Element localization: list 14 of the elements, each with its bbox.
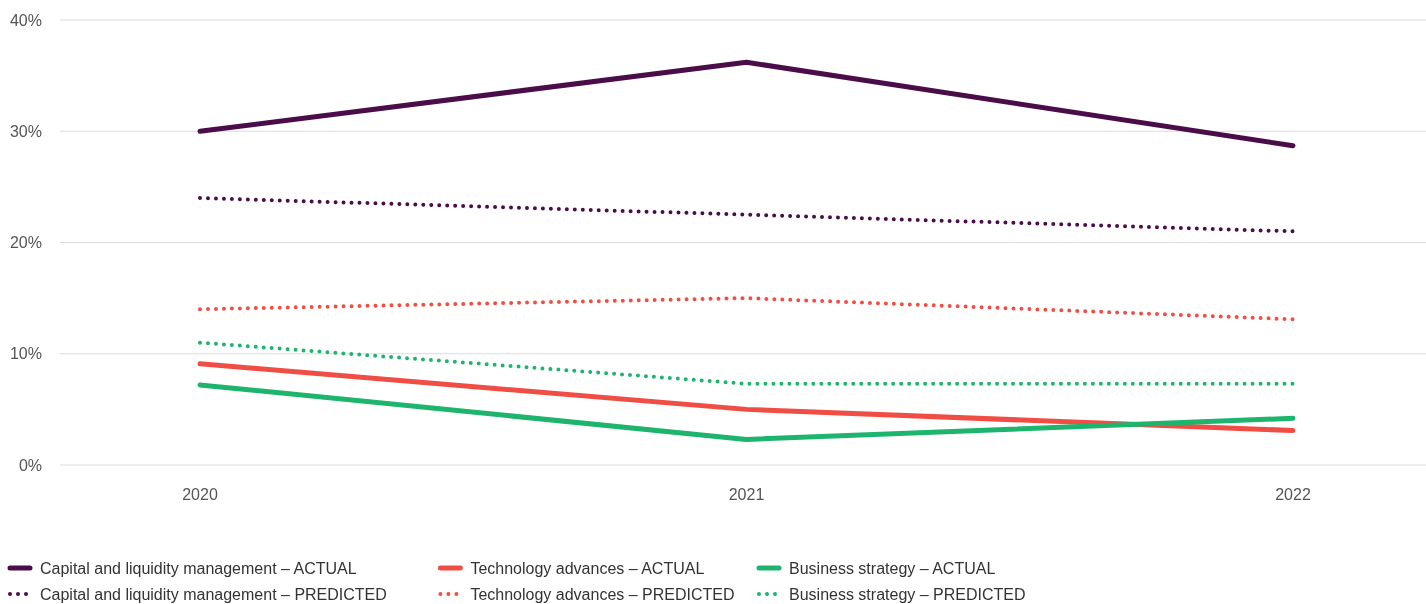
y-tick-label: 40% [9, 11, 42, 29]
legend-label: Business strategy – PREDICTED [789, 585, 1026, 603]
y-tick-label: 20% [9, 234, 42, 252]
y-tick-label: 30% [9, 122, 42, 140]
x-tick-label: 2020 [182, 486, 218, 503]
legend-label: Capital and liquidity management – PREDICTED [40, 585, 387, 603]
legend-label: Technology advances – PREDICTED [470, 585, 735, 603]
y-tick-label: 10% [9, 345, 42, 363]
x-tick-label: 2022 [1275, 486, 1311, 503]
x-tick-label: 2021 [728, 486, 765, 503]
y-tick-label: 0% [18, 456, 42, 474]
legend-label: Capital and liquidity management – ACTUAL [40, 559, 357, 577]
legend-label: Business strategy – ACTUAL [789, 559, 996, 577]
legend-label: Technology advances – ACTUAL [470, 559, 705, 577]
